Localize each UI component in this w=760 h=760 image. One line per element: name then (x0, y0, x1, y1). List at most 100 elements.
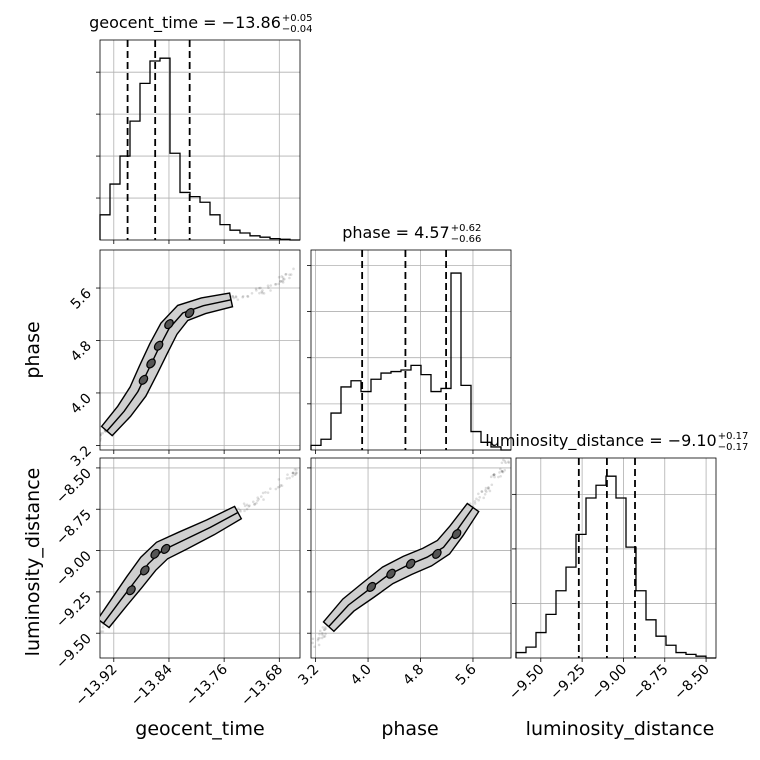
xtick-label-geocent_time: −13.92 (73, 662, 121, 710)
pair-geocent_time-vs-luminosity_distance-content (91, 468, 299, 635)
scatter-point (100, 439, 101, 442)
contour-core (150, 548, 160, 559)
hist-luminosity_distance-frame (515, 457, 717, 659)
scatter-point (487, 486, 490, 489)
scatter-point (500, 461, 504, 465)
scatter-point (318, 632, 321, 636)
ytick-label-luminosity_distance: −8.75 (53, 507, 95, 549)
xtick-label-luminosity_distance: −9.50 (506, 662, 548, 704)
xtick-label-geocent_time: −13.76 (183, 661, 231, 709)
pair-geocent_time-vs-luminosity_distance-grid (100, 458, 300, 658)
scatter-point (96, 438, 99, 441)
scatter-point (95, 434, 98, 437)
scatter-point (259, 286, 262, 290)
xtick-label-geocent_time: −13.84 (128, 661, 176, 709)
scatter-point (281, 278, 285, 281)
contour-core (146, 358, 156, 369)
scatter-point (237, 507, 240, 510)
scatter-point (232, 296, 236, 300)
scatter-point (267, 286, 270, 290)
pair-phase-vs-luminosity_distance-frame (310, 457, 512, 659)
scatter-point (320, 632, 324, 635)
scatter-point (493, 473, 496, 477)
xtick-label-geocent_time: −13.68 (238, 662, 286, 710)
pair-geocent_time-vs-phase-frame (99, 249, 301, 451)
scatter-point (279, 483, 282, 487)
scatter-point (289, 273, 293, 276)
scatter-point (245, 503, 249, 507)
scatter-point (477, 498, 480, 502)
scatter-point (503, 459, 507, 463)
scatter-point (242, 502, 246, 505)
xtick-label-luminosity_distance: −8.75 (630, 662, 672, 704)
scatter-point (317, 643, 321, 647)
contour-core (366, 581, 377, 592)
ytick-label-phase: 5.6 (68, 285, 95, 312)
ytick-label-luminosity_distance: −8.50 (53, 465, 95, 507)
scatter-point (295, 471, 299, 475)
scatter-point (323, 626, 327, 629)
xtick-label-luminosity_distance: −8.50 (671, 662, 713, 704)
scatter-point (291, 475, 294, 478)
scatter-point (291, 471, 295, 475)
scatter-point (321, 633, 324, 637)
scatter-point (504, 461, 508, 465)
scatter-point (241, 295, 244, 299)
title-equals: = (391, 223, 415, 242)
scatter-point (266, 491, 270, 494)
contour-core (160, 543, 171, 554)
scatter-point (257, 497, 261, 501)
scatter-point (507, 460, 510, 463)
title-label: luminosity_distance = −9.10 (485, 431, 716, 451)
scatter-point (266, 284, 270, 288)
scatter-point (95, 441, 98, 444)
title-equals: = (198, 13, 222, 32)
scatter-point (241, 294, 245, 298)
scatter-point (91, 632, 94, 635)
ytick-label-luminosity_distance: −9.25 (53, 589, 95, 631)
scatter-point (487, 487, 490, 491)
scatter-point (473, 502, 477, 505)
scatter-point (100, 630, 103, 633)
scatter-point (277, 478, 281, 481)
scatter-point (248, 504, 251, 507)
scatter-point (294, 472, 298, 476)
scatter-point (269, 284, 273, 287)
xtick-label-phase: 4.8 (400, 662, 427, 689)
contour-band-outer (100, 505, 243, 629)
scatter-point (311, 641, 314, 645)
hist-phase-step (310, 272, 511, 451)
pair-phase-vs-luminosity_distance-grid (311, 458, 511, 658)
scatter-point (480, 490, 484, 493)
scatter-point (477, 492, 480, 496)
scatter-point (324, 632, 327, 636)
scatter-point (101, 431, 105, 435)
scatter-point (276, 485, 280, 489)
scatter-point (293, 473, 297, 477)
scatter-point (497, 475, 500, 479)
scatter-point (484, 486, 488, 490)
scatter-point (93, 446, 96, 449)
title-luminosity_distance: luminosity_distance = −9.10 +0.17−0.17 (485, 431, 748, 453)
title-lower-error: −0.66 (451, 234, 482, 245)
scatter-point (482, 496, 485, 500)
scatter-point (256, 499, 259, 502)
scatter-point (255, 501, 258, 505)
scatter-point (485, 490, 488, 493)
scatter-point (274, 282, 278, 286)
contour-core (184, 307, 195, 318)
title-param-name: geocent_time (89, 13, 198, 33)
scatter-point (278, 485, 281, 489)
scatter-point (311, 637, 315, 641)
scatter-point (281, 279, 284, 283)
contour-core (386, 568, 396, 579)
scatter-point (294, 471, 298, 474)
scatter-point (269, 487, 272, 491)
scatter-point (234, 295, 238, 298)
scatter-point (274, 283, 277, 286)
title-equals: = (644, 431, 668, 450)
contour-core (451, 528, 462, 540)
scatter-point (288, 276, 291, 280)
scatter-point (100, 434, 101, 437)
contour-core (126, 585, 136, 596)
